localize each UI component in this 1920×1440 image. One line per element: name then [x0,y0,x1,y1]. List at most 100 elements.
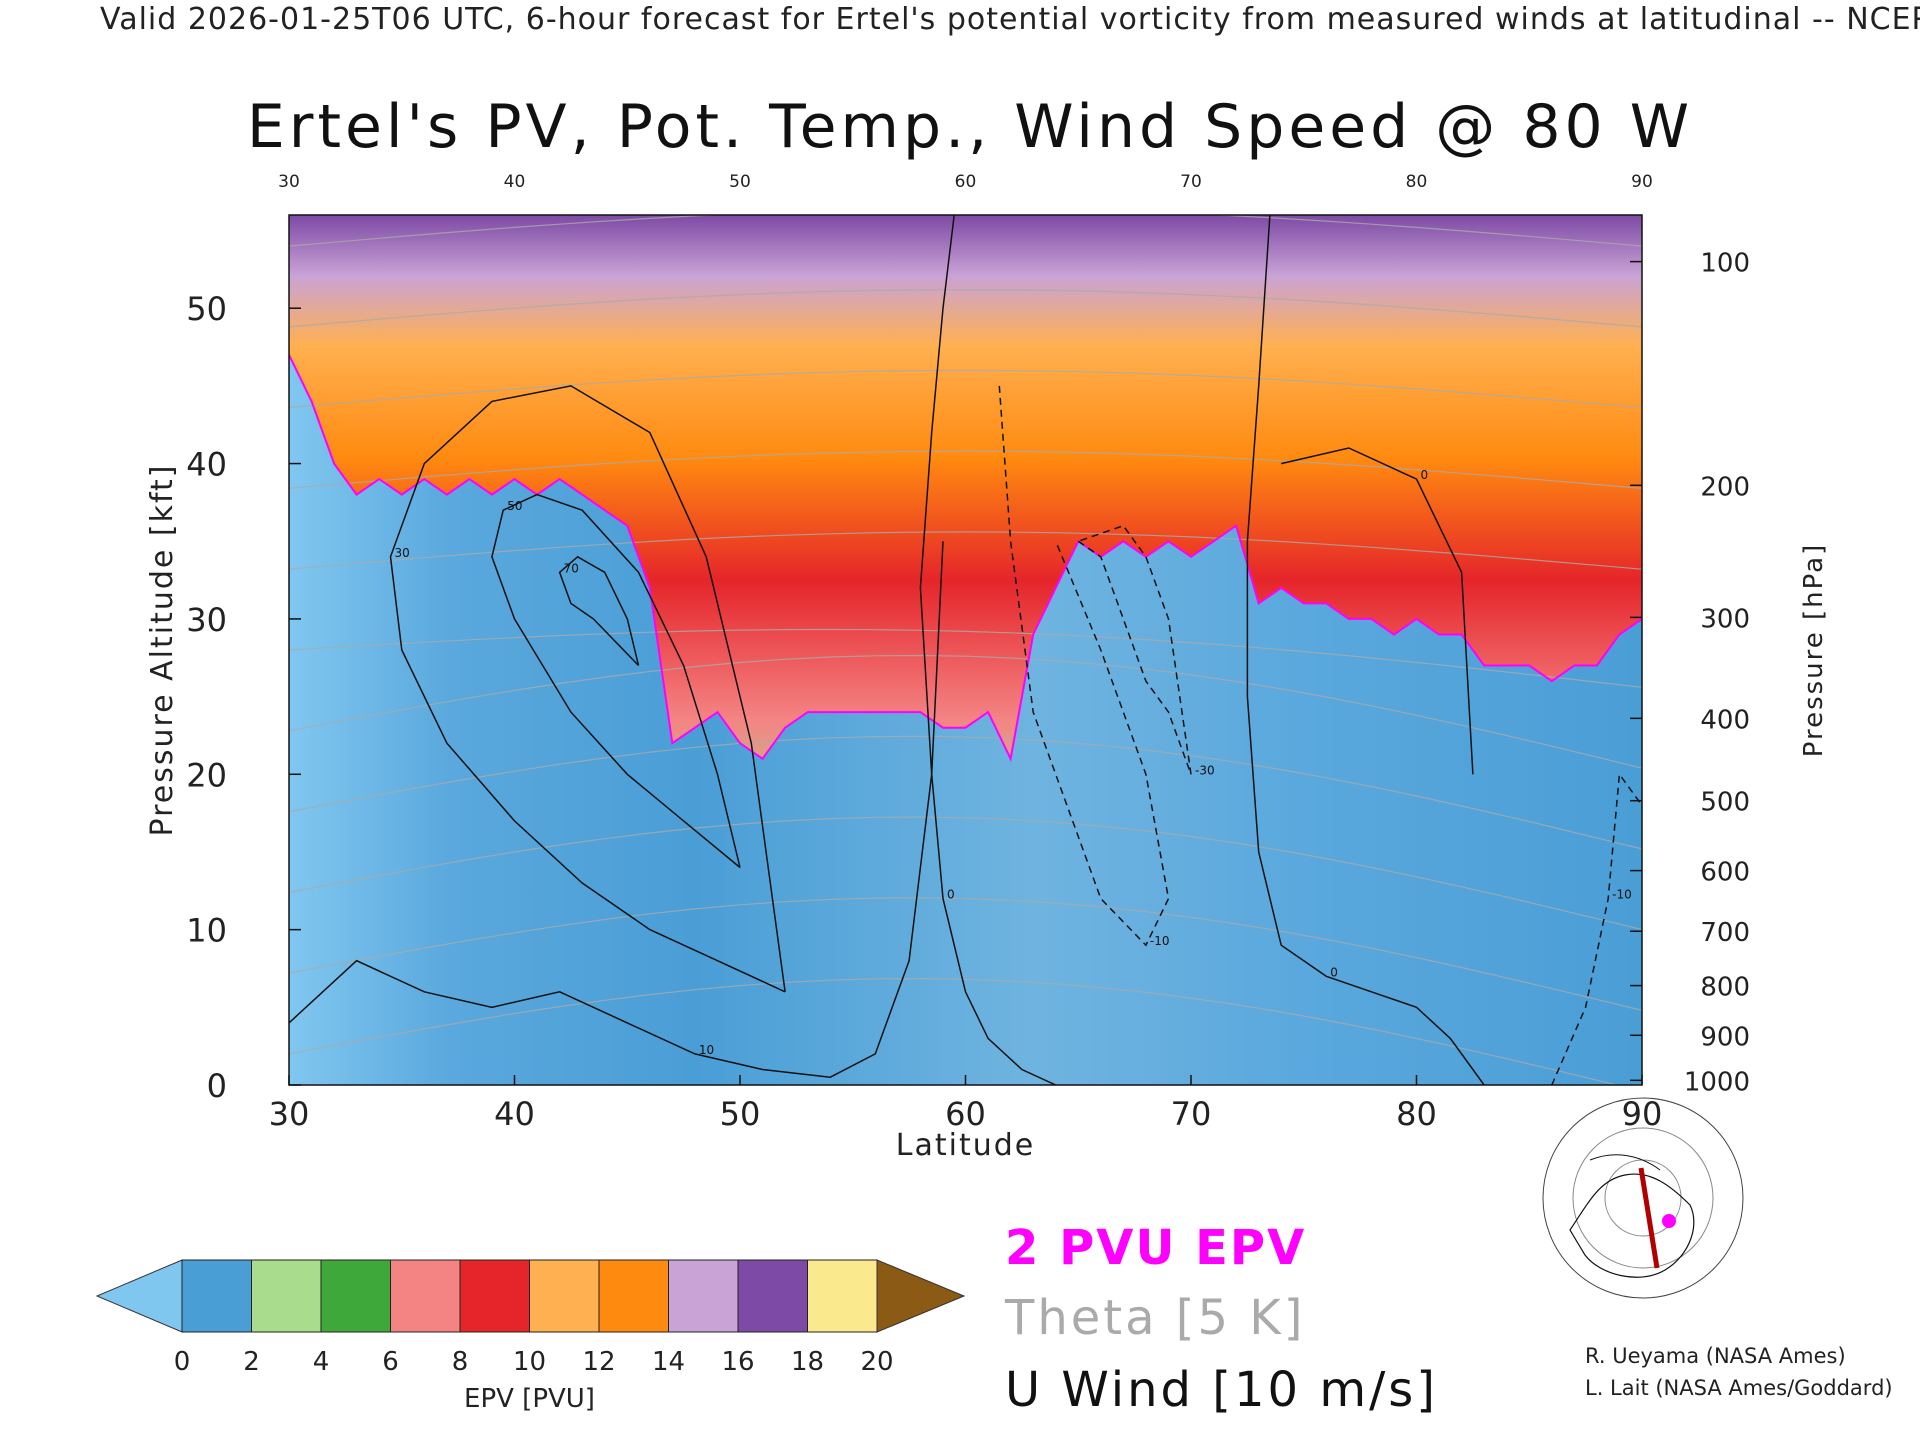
legend-2pvu-label: 2 PVU EPV [1005,1220,1307,1276]
theta-contour [289,450,1642,489]
uwind-contour [998,385,1170,947]
colorbar-tick-label: 0 [174,1347,191,1377]
map-section-line [1638,1167,1660,1269]
colorbar-segment [737,1259,808,1333]
uwind-contour-label: 0 [1421,468,1429,482]
colorbar-segment [320,1259,391,1333]
theta-contour [289,816,1642,931]
y-tick-label: 50 [186,290,227,328]
legend-theta-label: Theta [5 K] [1005,1290,1306,1346]
colorbar-tick-label: 2 [243,1347,260,1377]
tropopause-2pvu-line [289,354,1642,763]
uwind-contour [1077,524,1192,775]
colorbar-segment [529,1259,600,1333]
uwind-contour-label: 0 [947,888,955,902]
colorbar-tick-label: 16 [721,1347,754,1377]
x-tick-label: 50 [720,1095,761,1133]
pressure-tick-label: 700 [1700,918,1750,948]
x-axis-label: Latitude [896,1128,1035,1163]
colorbar-label: EPV [PVU] [464,1384,595,1414]
map-graticule [1572,1127,1714,1269]
colorbar-segment [181,1259,252,1333]
uwind-contour-label: -10 [1150,934,1170,948]
uwind-contour [558,555,640,667]
theta-contour [289,654,1642,769]
valid-time-header: Valid 2026-01-25T06 UTC, 6-hour forecast… [100,2,1920,37]
x-tick-label: 90 [1622,1095,1663,1133]
theta-contour [289,531,1642,570]
x-top-tick-label: 80 [1406,172,1428,192]
pressure-tick-label: 900 [1700,1022,1750,1052]
x-tick-label: 60 [945,1095,986,1133]
x-top-tick-label: 60 [955,172,977,192]
x-top-tick-label: 40 [504,172,526,192]
uwind-contour [289,541,944,1078]
colorbar-over-arrow [876,1259,966,1333]
colorbar-tick-label: 4 [313,1347,330,1377]
credits: R. Ueyama (NASA Ames) L. Lait (NASA Ames… [1585,1340,1893,1404]
theta-contour [289,977,1620,1085]
troposphere-fill [289,354,1642,1085]
colorbar-segment [598,1259,669,1333]
map-coastline [1569,1173,1695,1278]
pressure-tick-label: 100 [1700,249,1750,279]
colorbar-tick-label: 20 [860,1347,893,1377]
pressure-tick-label: 1000 [1684,1067,1750,1097]
pressure-tick-label: 300 [1700,604,1750,634]
x-top-tick-label: 70 [1180,172,1202,192]
theta-contour [289,215,1642,247]
pressure-axis-label: Pressure [hPa] [1799,543,1829,758]
colorbar-segment [668,1259,739,1333]
theta-contour [289,288,1642,328]
uwind-contour [389,385,786,993]
map-graticule [1542,1097,1744,1299]
colorbar-tick-label: 18 [791,1347,824,1377]
colorbar-tick-label: 6 [382,1347,399,1377]
x-tick-label: 40 [494,1095,535,1133]
pressure-tick-label: 500 [1700,788,1750,818]
map-coastline [1589,1154,1661,1171]
x-top-tick-label: 90 [1631,172,1653,192]
legend-uwind-label: U Wind [10 m/s] [1005,1362,1439,1418]
colorbar-segment [251,1259,322,1333]
uwind-contour [1551,772,1642,1085]
x-tick-label: 80 [1396,1095,1437,1133]
uwind-contour [1281,447,1474,775]
y-tick-label: 10 [186,912,227,950]
chart-title: Ertel's PV, Pot. Temp., Wind Speed @ 80 … [246,92,1694,162]
uwind-contour-label: 70 [564,561,579,575]
uwind-contour-label: 30 [394,546,409,560]
colorbar-segment [459,1259,530,1333]
y-tick-label: 20 [186,756,227,794]
uwind-contour [919,215,1057,1085]
uwind-contour-label: -10 [1612,888,1632,902]
x-top-tick-label: 30 [278,172,300,192]
theta-contour [289,369,1642,409]
credit-line: R. Ueyama (NASA Ames) [1585,1344,1846,1368]
map-sun-marker [1662,1214,1676,1228]
colorbar-segment [807,1259,878,1333]
x-top-tick-label: 50 [729,172,751,192]
theta-contour [289,628,1642,688]
colorbar-tick-label: 12 [582,1347,615,1377]
uwind-contour [491,493,741,869]
colorbar-tick-label: 14 [652,1347,685,1377]
colorbar-tick-label: 10 [513,1347,546,1377]
pressure-tick-label: 600 [1700,858,1750,888]
theta-contour [289,897,1642,1011]
pressure-tick-label: 800 [1700,973,1750,1003]
y-tick-label: 0 [207,1067,227,1105]
pressure-tick-label: 400 [1700,705,1750,735]
colorbar-under-arrow [95,1259,183,1333]
y-tick-label: 40 [186,446,227,484]
colorbar-segment [390,1259,461,1333]
pressure-tick-label: 200 [1700,472,1750,502]
uwind-contour-label: 50 [507,499,522,513]
x-tick-label: 70 [1171,1095,1212,1133]
y-axis-label: Pressure Altitude [kft] [145,464,180,837]
colorbar-tick-label: 8 [452,1347,469,1377]
x-tick-label: 30 [269,1095,310,1133]
uwind-contour-label: -30 [1195,763,1215,777]
